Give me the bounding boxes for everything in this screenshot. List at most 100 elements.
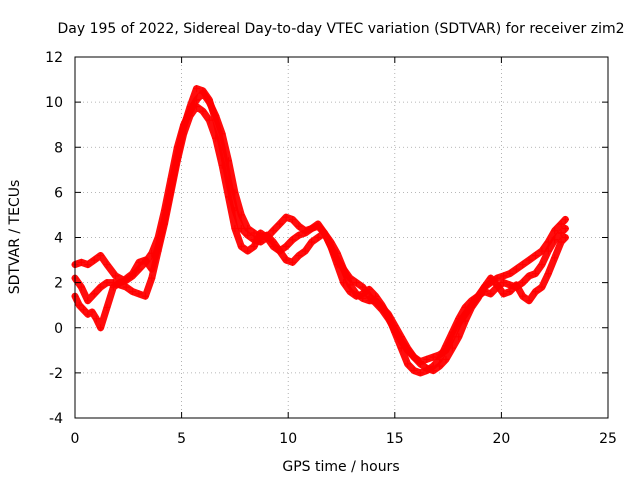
data-point [506,270,514,278]
data-point [218,130,226,138]
data-point [288,258,296,266]
data-point [429,367,437,375]
data-point [282,256,290,264]
data-point [506,288,514,296]
data-point [359,294,367,302]
data-point [314,234,322,241]
data-point [212,112,220,120]
data-point [538,261,546,269]
data-point [237,243,245,251]
data-series [71,85,569,377]
data-point [112,272,120,280]
data-point [423,355,431,363]
data-point [532,252,540,260]
data-point [103,303,111,311]
data-point [327,238,335,246]
data-point [557,229,565,237]
data-point [92,315,100,323]
chart-title: Day 195 of 2022, Sidereal Day-to-day VTE… [58,21,625,37]
data-point [135,290,143,298]
data-point [77,258,85,266]
data-point [372,297,380,305]
y-tick-label: 10 [45,95,63,111]
data-point [186,107,194,115]
data-point [493,281,501,289]
data-point [416,369,424,377]
data-point [551,254,559,262]
data-point [352,279,360,287]
data-point [320,229,328,237]
y-tick-label: 12 [45,50,63,66]
data-point [256,234,264,241]
data-point [359,283,367,291]
data-point [532,288,540,296]
data-point [461,303,469,311]
data-point [129,288,137,296]
data-point [90,256,98,264]
data-point [141,258,149,266]
data-point [97,283,105,291]
y-tick-label: 6 [54,185,63,201]
data-point [103,279,111,287]
data-point [551,236,559,244]
data-point [480,283,488,291]
series-band [71,89,569,375]
data-point [346,281,354,289]
data-point [557,220,565,228]
data-point [301,229,309,237]
data-point [544,270,552,278]
data-point [404,344,412,352]
data-point [500,272,508,280]
data-point [263,231,271,239]
data-point [116,279,124,287]
x-tick-label: 0 [71,431,80,447]
y-tick-label: -4 [49,411,63,427]
data-point [288,215,296,223]
data-point [77,283,85,291]
data-point [295,222,303,230]
data-point [225,157,233,165]
x-tick-label: 15 [386,431,404,447]
data-point [384,310,392,318]
y-tick-label: 8 [54,140,63,156]
data-point [448,344,456,352]
data-point [436,362,444,370]
data-point [525,272,533,280]
data-point [352,290,360,298]
data-point [561,224,569,232]
data-point [429,353,437,361]
y-axis-label: SDTVAR / TECUs [7,180,23,295]
data-point [269,238,277,246]
data-point [455,315,463,323]
data-point [154,234,162,241]
data-point [193,96,201,104]
data-point [161,206,169,214]
data-point [135,265,143,273]
data-point [557,238,565,246]
data-point [512,281,520,289]
data-point [538,247,546,255]
data-point [282,213,290,221]
data-point [122,283,130,291]
data-point [244,231,252,239]
x-axis-label: GPS time / hours [282,459,399,475]
data-point [474,294,482,302]
data-point [212,134,220,142]
data-point [538,283,546,291]
data-point [193,85,201,93]
data-point [103,261,111,269]
data-point [442,355,450,363]
data-point [448,328,456,336]
x-tick-label: 10 [279,431,297,447]
data-point [109,283,117,291]
data-point [205,98,213,106]
data-point [173,143,181,151]
data-point [500,290,508,298]
data-point [288,236,296,244]
data-point [308,238,316,246]
series-sat-c [71,89,569,375]
data-point [561,234,569,241]
data-point [519,261,527,269]
x-tick-label: 25 [599,431,617,447]
data-point [455,333,463,341]
